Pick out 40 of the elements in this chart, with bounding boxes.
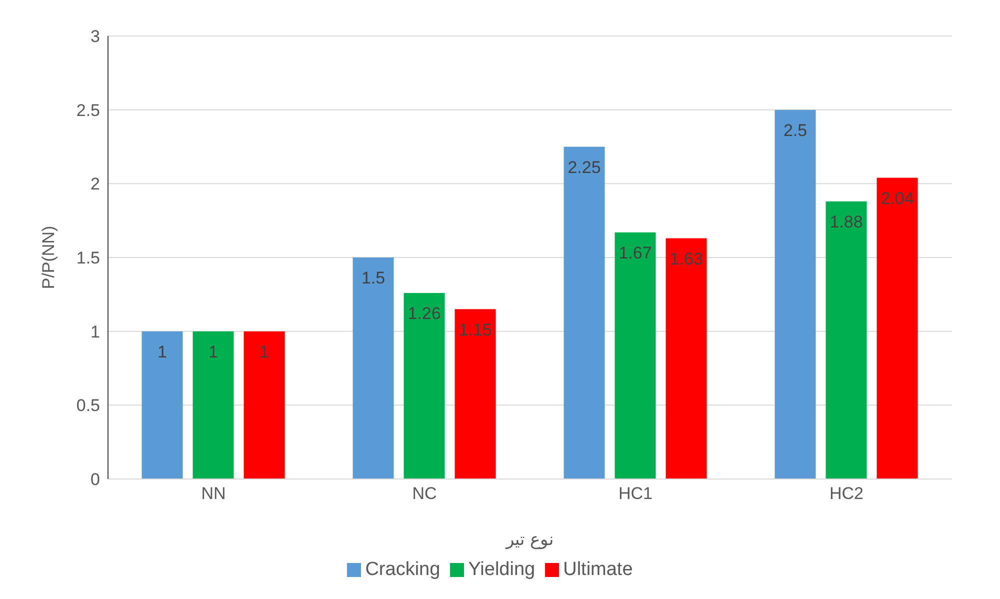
data-label: 2.5 — [783, 120, 808, 140]
y-tick-label: 2.5 — [76, 100, 100, 120]
data-label: 1.88 — [830, 212, 863, 232]
bar — [564, 146, 605, 479]
data-label: 1.67 — [618, 243, 652, 262]
bar — [826, 201, 867, 479]
x-axis-title: نوع تیر — [505, 530, 554, 550]
bar — [244, 331, 285, 479]
bar — [142, 331, 183, 479]
legend-label: Ultimate — [563, 559, 633, 580]
x-tick-label: NN — [201, 484, 226, 504]
y-tick-label: 2 — [90, 174, 100, 194]
y-tick-label: 1.5 — [76, 248, 100, 268]
data-label: 1 — [208, 342, 218, 362]
bar — [192, 331, 234, 479]
y-tick-label: 3 — [90, 27, 100, 46]
y-tick-label: 0.5 — [76, 396, 100, 416]
legend-label: Cracking — [365, 559, 440, 580]
x-tick-label: NC — [412, 484, 437, 504]
bar — [614, 232, 656, 479]
legend-label: Yielding — [468, 559, 536, 580]
data-label: 1.5 — [361, 268, 386, 288]
bar — [876, 178, 918, 479]
bar — [666, 238, 707, 479]
y-axis-title: P/P(NN) — [39, 226, 58, 290]
data-label: 2.04 — [880, 188, 914, 208]
data-label: 1.63 — [670, 249, 703, 268]
bar — [454, 309, 496, 479]
data-label: 1 — [158, 342, 167, 362]
data-label: 1.26 — [408, 304, 441, 324]
bar — [774, 110, 816, 479]
bar — [352, 258, 394, 479]
data-label: 2.25 — [568, 158, 601, 177]
data-label: 1 — [260, 342, 269, 362]
x-tick-label: HC1 — [618, 484, 653, 504]
y-tick-label: 0 — [90, 470, 100, 490]
x-tick-label: HC2 — [829, 484, 864, 504]
y-tick-label: 1 — [90, 322, 100, 342]
bar — [404, 292, 445, 479]
data-label: 1.15 — [458, 320, 492, 340]
